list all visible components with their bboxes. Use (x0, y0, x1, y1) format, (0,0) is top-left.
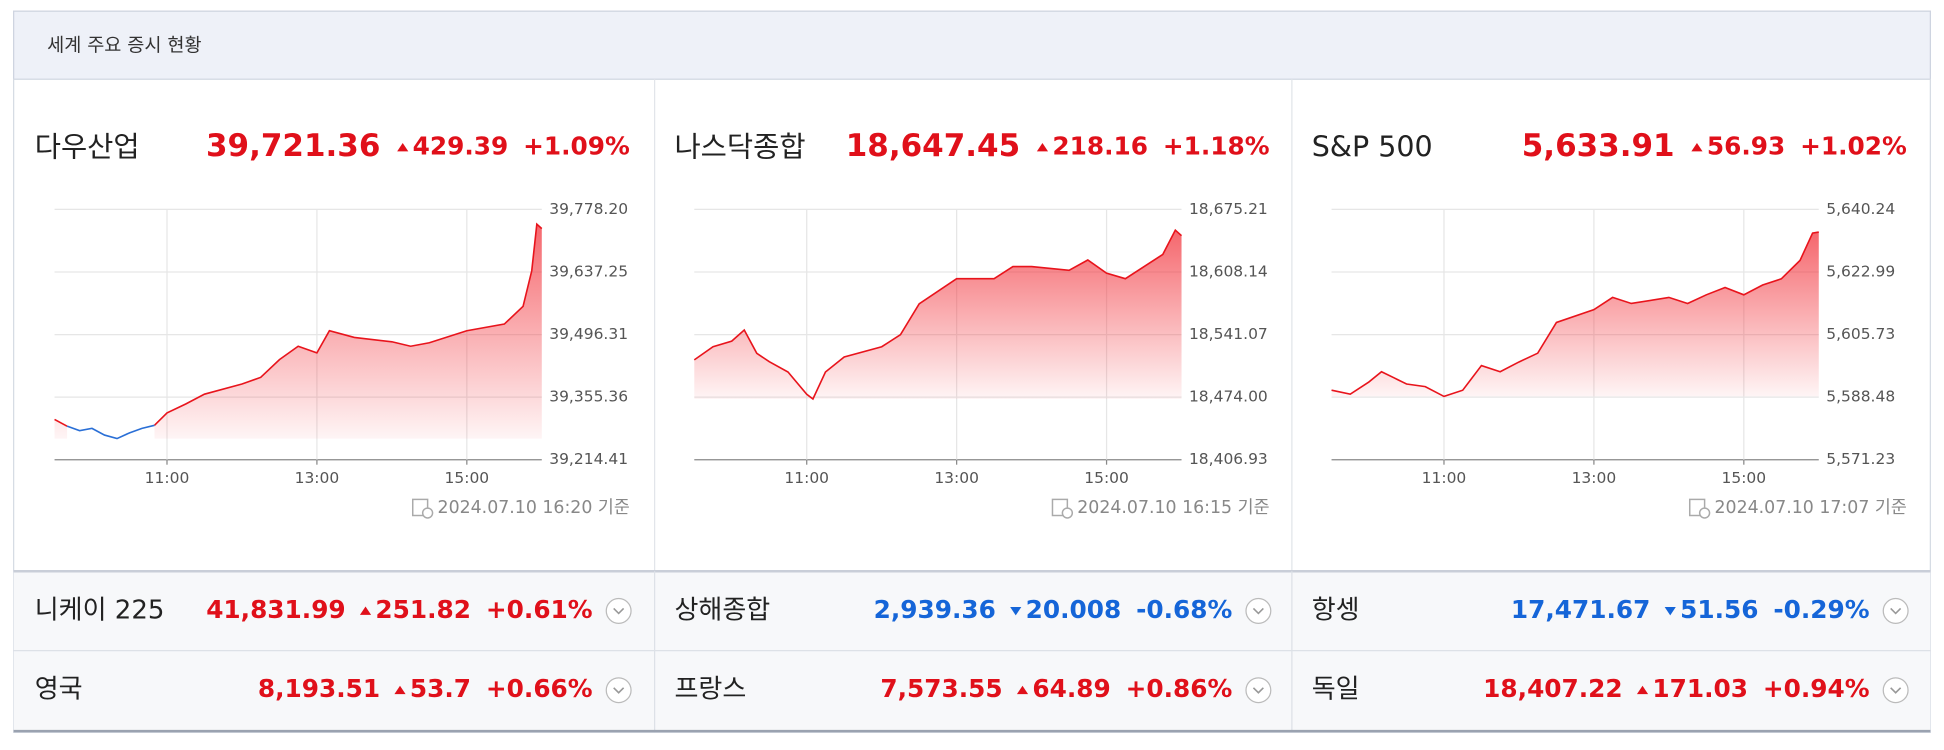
direction-arrow (1036, 143, 1049, 152)
y-tick-label: 18,675.21 (1189, 200, 1268, 218)
expand-button[interactable] (605, 677, 632, 704)
index-name: 니케이 225 (35, 595, 165, 625)
expand-chevron (1252, 607, 1264, 615)
y-tick-label: 18,474.00 (1189, 388, 1268, 406)
price: 39,721.36 (206, 128, 380, 164)
clock-icon (1061, 507, 1074, 519)
area-fill (694, 230, 1182, 400)
expand-chevron (1890, 687, 1902, 694)
change-percent: +1.02% (1800, 131, 1907, 160)
y-tick-label: 5,605.73 (1826, 325, 1895, 343)
index-name: 다우산업 (35, 131, 140, 164)
x-tick-label: 15:00 (1722, 469, 1767, 487)
change-value: 171.03 (1652, 674, 1748, 703)
direction-arrow (359, 606, 372, 615)
x-tick-label: 15:00 (1084, 469, 1129, 487)
change-value: 56.93 (1707, 131, 1785, 160)
y-tick-label: 5,588.48 (1826, 388, 1895, 406)
index-name: 프랑스 (674, 675, 746, 705)
y-tick-label: 39,496.31 (549, 325, 628, 343)
expand-button[interactable] (1245, 597, 1272, 624)
index-name: 영국 (35, 675, 83, 705)
direction-arrow (1664, 607, 1676, 616)
expand-chevron (1890, 607, 1902, 615)
y-tick-label: 5,622.99 (1826, 262, 1895, 280)
price: 41,831.99 (206, 595, 345, 624)
y-tick-label: 39,778.20 (549, 200, 628, 218)
y-tick-label: 39,637.25 (549, 263, 628, 281)
y-tick-label: 18,608.14 (1189, 263, 1268, 281)
rows-bg (13, 571, 1931, 733)
y-tick-label: 39,214.41 (549, 450, 628, 468)
expand-button[interactable] (1882, 677, 1909, 704)
header-title: 세계 주요 증시 현황 (47, 35, 201, 56)
price-line (54, 222, 543, 427)
expand-chevron (613, 607, 625, 615)
price-line (66, 424, 155, 440)
y-tick-label: 5,640.24 (1826, 200, 1895, 218)
area-fill (54, 224, 542, 439)
direction-arrow (1691, 143, 1703, 152)
timestamp: 2024.07.10 17:07 기준 (1715, 498, 1907, 518)
expand-button[interactable] (605, 597, 632, 624)
direction-arrow (397, 143, 409, 152)
x-tick-label: 15:00 (445, 469, 490, 487)
x-tick-label: 13:00 (1572, 469, 1617, 487)
change-value: 218.16 (1052, 131, 1148, 160)
change-value: 53.7 (410, 674, 471, 703)
direction-arrow (394, 685, 406, 695)
x-tick-label: 11:00 (145, 469, 190, 487)
change-value: 429.39 (413, 131, 509, 160)
change-percent: +0.61% (486, 595, 593, 624)
x-tick-label: 13:00 (934, 469, 979, 487)
header-bar (13, 10, 1931, 80)
timestamp: 2024.07.10 16:15 기준 (1077, 498, 1269, 518)
change-percent: -0.29% (1773, 595, 1869, 624)
change-percent: +0.94% (1763, 674, 1870, 703)
index-name: 항셍 (1312, 595, 1360, 625)
price: 18,647.45 (846, 128, 1020, 164)
price: 2,939.36 (874, 595, 996, 624)
change-percent: +0.66% (486, 674, 593, 703)
change-percent: -0.68% (1136, 595, 1232, 624)
clock-icon (1698, 507, 1711, 519)
price-line (1331, 231, 1819, 398)
expand-button[interactable] (1882, 597, 1909, 624)
area-fill (1331, 232, 1819, 397)
index-name: 상해종합 (674, 595, 770, 625)
direction-arrow (1636, 685, 1649, 695)
clock-icon (421, 507, 434, 519)
timestamp: 2024.07.10 16:20 기준 (438, 498, 630, 518)
expand-chevron (613, 687, 625, 694)
price: 17,471.67 (1511, 595, 1650, 624)
change-value: 51.56 (1680, 595, 1758, 624)
price: 7,573.55 (880, 674, 1002, 703)
direction-arrow (1010, 607, 1022, 616)
y-tick-label: 18,406.93 (1189, 450, 1268, 468)
change-percent: +1.18% (1163, 131, 1270, 160)
index-name: 나스닥종합 (674, 131, 805, 164)
index-name: S&P 500 (1312, 131, 1433, 164)
y-tick-label: 18,541.07 (1189, 325, 1268, 343)
price: 18,407.22 (1483, 674, 1622, 703)
change-percent: +0.86% (1126, 674, 1233, 703)
change-percent: +1.09% (523, 131, 630, 160)
y-tick-label: 39,355.36 (549, 388, 628, 406)
direction-arrow (1016, 685, 1029, 695)
x-tick-label: 11:00 (1422, 469, 1467, 487)
y-tick-label: 5,571.23 (1826, 450, 1895, 468)
change-value: 20.008 (1026, 595, 1122, 624)
expand-chevron (1252, 687, 1264, 694)
price-line (693, 228, 1183, 401)
x-tick-label: 11:00 (784, 469, 829, 487)
change-value: 251.82 (375, 595, 471, 624)
price: 5,633.91 (1522, 128, 1675, 164)
x-tick-label: 13:00 (295, 469, 340, 487)
expand-button[interactable] (1245, 677, 1272, 704)
price: 8,193.51 (258, 674, 380, 703)
index-name: 독일 (1312, 675, 1360, 705)
change-value: 64.89 (1032, 674, 1110, 703)
